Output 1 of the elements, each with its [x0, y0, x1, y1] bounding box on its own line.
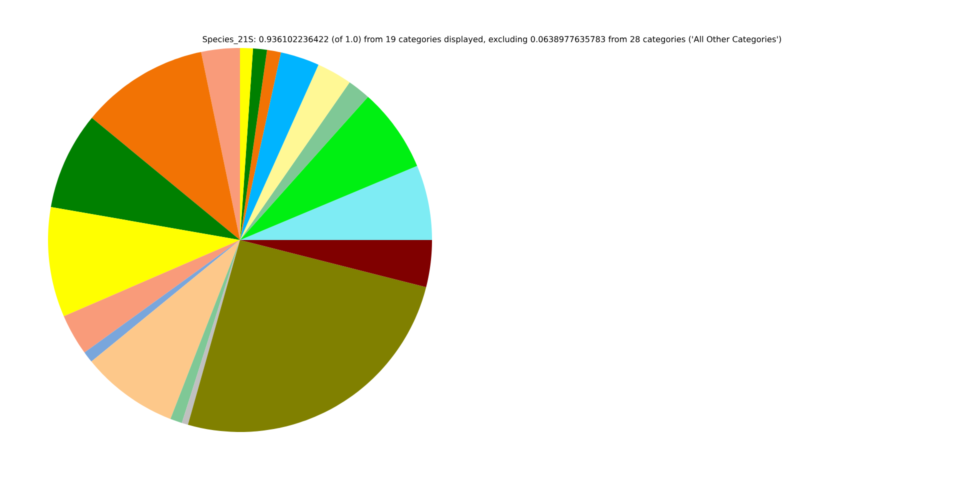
text: Species_21S: 0.936102236422 (of 1.0) from 19 categories displayed, excluding 0.0638977635783 from 28 categories ('All Other Categories')	[202, 36, 781, 44]
